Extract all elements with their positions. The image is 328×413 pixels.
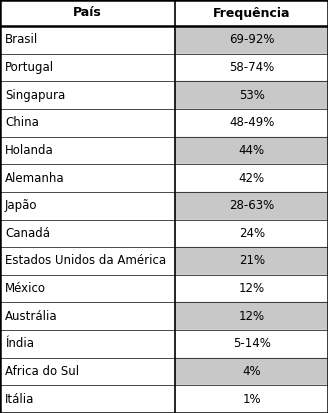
Text: 28-63%: 28-63% xyxy=(229,199,274,212)
Text: Africa do Sul: Africa do Sul xyxy=(5,365,79,378)
Text: Alemanha: Alemanha xyxy=(5,171,65,185)
Text: 12%: 12% xyxy=(239,310,265,323)
Text: 42%: 42% xyxy=(239,171,265,185)
Text: México: México xyxy=(5,282,46,295)
Text: 58-74%: 58-74% xyxy=(229,61,274,74)
Text: País: País xyxy=(73,7,102,19)
Text: 4%: 4% xyxy=(242,365,261,378)
Bar xyxy=(0,385,328,413)
Text: Estados Unidos da América: Estados Unidos da América xyxy=(5,254,166,268)
Text: 24%: 24% xyxy=(239,227,265,240)
Text: Canadá: Canadá xyxy=(5,227,50,240)
Text: Singapura: Singapura xyxy=(5,89,65,102)
Text: Brasil: Brasil xyxy=(5,33,38,46)
Bar xyxy=(0,219,328,247)
Bar xyxy=(0,54,328,81)
Bar xyxy=(175,192,328,219)
Bar xyxy=(0,81,175,109)
Text: 1%: 1% xyxy=(242,393,261,406)
Text: Austrália: Austrália xyxy=(5,310,58,323)
Text: 69-92%: 69-92% xyxy=(229,33,275,46)
Bar xyxy=(0,275,328,302)
Text: 5-14%: 5-14% xyxy=(233,337,271,350)
Bar xyxy=(175,358,328,385)
Bar xyxy=(0,330,328,358)
Text: Índia: Índia xyxy=(5,337,34,350)
Text: Japão: Japão xyxy=(5,199,37,212)
Bar xyxy=(175,302,328,330)
Text: Portugal: Portugal xyxy=(5,61,54,74)
Text: 44%: 44% xyxy=(239,144,265,157)
Text: 48-49%: 48-49% xyxy=(229,116,275,129)
Text: Frequência: Frequência xyxy=(213,7,291,19)
Text: Holanda: Holanda xyxy=(5,144,54,157)
Text: 12%: 12% xyxy=(239,282,265,295)
Bar xyxy=(0,247,175,275)
Bar xyxy=(0,109,328,137)
Bar xyxy=(175,81,328,109)
Bar xyxy=(175,137,328,164)
Bar xyxy=(0,358,175,385)
Bar xyxy=(0,0,328,26)
Bar xyxy=(0,192,175,219)
Bar xyxy=(0,302,175,330)
Bar xyxy=(0,26,175,54)
Text: Itália: Itália xyxy=(5,393,34,406)
Text: 21%: 21% xyxy=(239,254,265,268)
Text: 53%: 53% xyxy=(239,89,265,102)
Bar xyxy=(175,247,328,275)
Text: China: China xyxy=(5,116,39,129)
Bar xyxy=(0,137,175,164)
Bar xyxy=(175,26,328,54)
Bar xyxy=(0,164,328,192)
